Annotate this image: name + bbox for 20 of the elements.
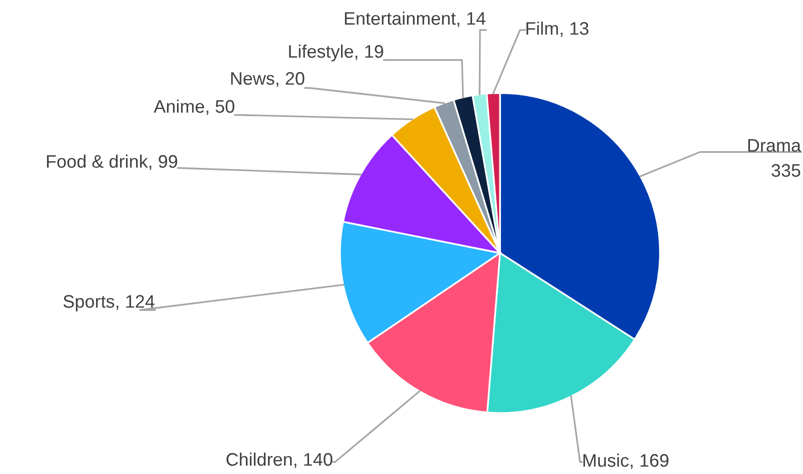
slice-label: Food & drink — [47, 154, 148, 168]
data-label: , 140 — [294, 453, 332, 468]
data-label: , 13 — [560, 22, 588, 37]
slice-label: Drama — [748, 139, 801, 152]
slice-label: Film — [526, 22, 558, 35]
slice-label: Entertainment — [344, 12, 456, 25]
slice-label: Music — [583, 454, 629, 467]
data-label: 335 — [772, 164, 800, 177]
data-label: , 99 — [150, 155, 178, 170]
data-label: , 14 — [458, 12, 486, 27]
slice-label: News — [231, 72, 274, 85]
data-label: , 19 — [356, 45, 384, 60]
data-label: , 50 — [206, 100, 234, 115]
slice-label: Lifestyle — [289, 44, 354, 62]
data-label: , 124 — [116, 295, 154, 310]
data-label: , 169 — [630, 454, 668, 469]
slice-label: Children — [226, 452, 292, 466]
data-label: , 20 — [276, 72, 304, 87]
slice-label: Anime — [154, 100, 204, 113]
slice-label: Sports — [63, 295, 114, 312]
